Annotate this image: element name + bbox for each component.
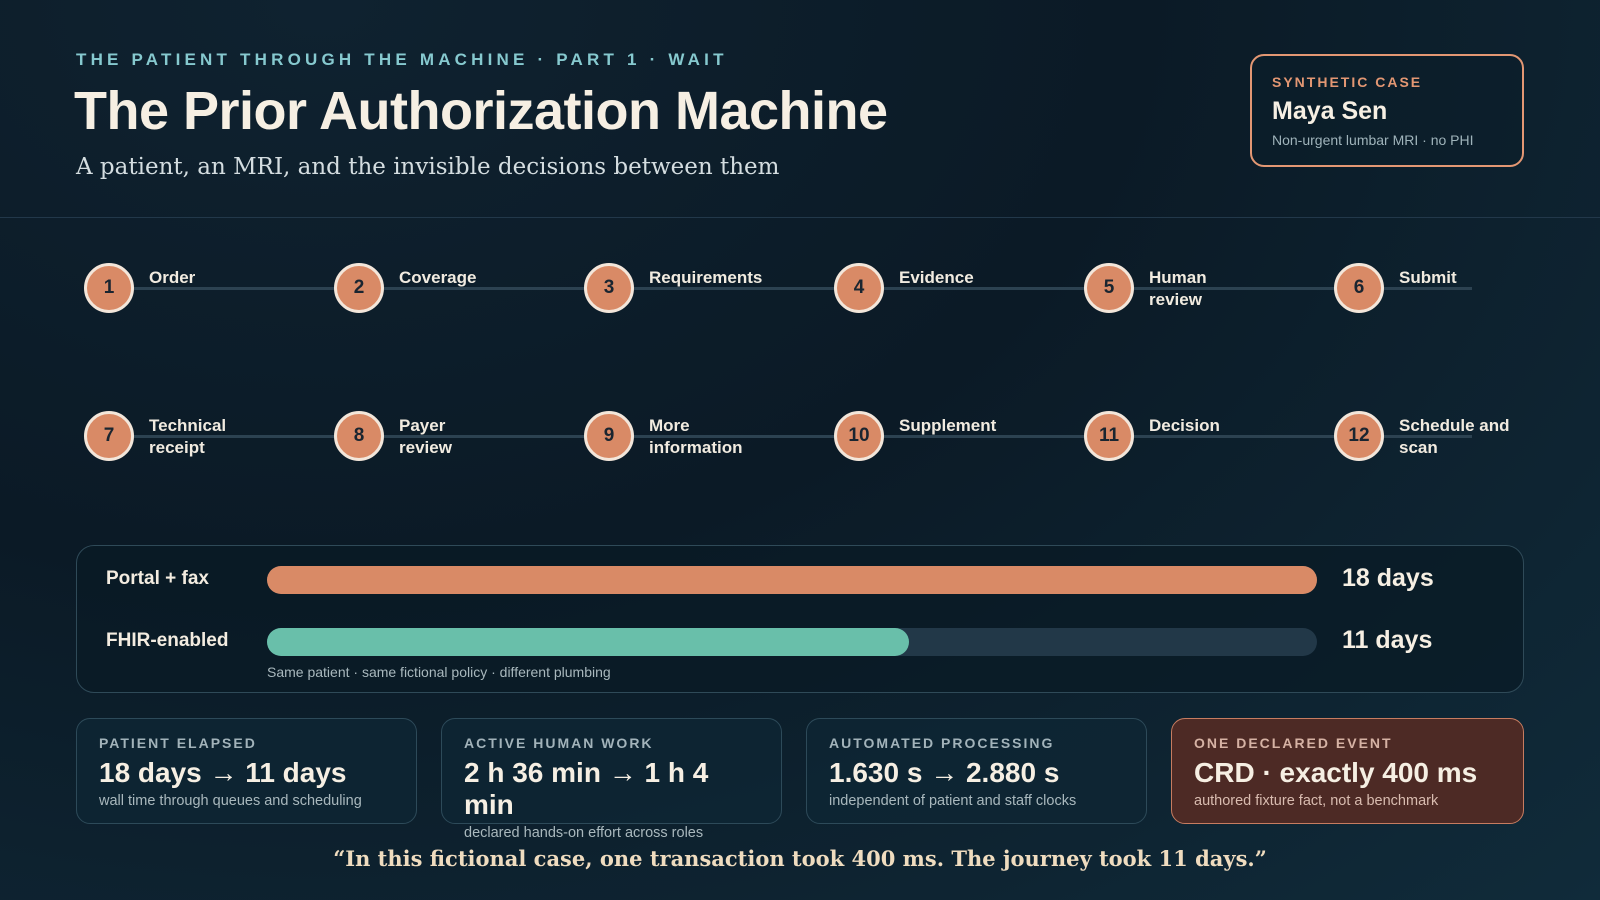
step-more-information: 9 More information [584,411,824,491]
metric-label: ACTIVE HUMAN WORK [464,735,654,751]
metric-card-patient-elapsed: PATIENT ELAPSED 18 days → 11 days wall t… [76,718,417,824]
step-order: 1 Order [84,263,324,343]
step-supplement: 10 Supplement [834,411,1074,491]
step-number: 12 [1334,411,1384,461]
metric-description: wall time through queues and scheduling [99,793,362,809]
metric-label: ONE DECLARED EVENT [1194,735,1393,751]
metric-card-declared-event: ONE DECLARED EVENT CRD · exactly 400 ms … [1171,718,1524,824]
step-label: Human review [1149,268,1207,309]
step-label: Requirements [649,268,763,287]
step-number: 8 [334,411,384,461]
step-label: Submit [1399,268,1457,287]
bar-label-fhir-enabled: FHIR-enabled [106,630,229,651]
steps-row-1: 1 Order 2 Coverage 3 Requirements 4 Evid… [0,263,1600,343]
step-label: Schedule and scan [1399,416,1510,457]
step-label: Evidence [899,268,974,287]
metric-label: PATIENT ELAPSED [99,735,257,751]
step-requirements: 3 Requirements [584,263,824,343]
bar-track-fhir-enabled [267,628,1317,656]
metric-value: CRD · exactly 400 ms [1194,757,1478,788]
step-label: Technical receipt [149,416,227,457]
step-label: Coverage [399,268,477,287]
step-label: Supplement [899,416,997,435]
step-number: 1 [84,263,134,313]
closing-quote: “In this fictional case, one transaction… [333,846,1267,871]
step-decision: 11 Decision [1084,411,1324,491]
step-number: 2 [334,263,384,313]
step-label: Payer review [399,416,452,457]
case-card-label: SYNTHETIC CASE [1272,74,1423,90]
step-evidence: 4 Evidence [834,263,1074,343]
case-card-description: Non-urgent lumbar MRI · no PHI [1272,132,1474,148]
step-number: 3 [584,263,634,313]
steps-track-1 [110,287,1472,290]
bar-track-portal-fax [267,566,1317,594]
step-number: 9 [584,411,634,461]
step-number: 7 [84,411,134,461]
metric-label: AUTOMATED PROCESSING [829,735,1055,751]
case-card: SYNTHETIC CASE Maya Sen Non-urgent lumba… [1250,54,1524,167]
metric-description: independent of patient and staff clocks [829,793,1077,809]
chart-note: Same patient · same fictional policy · d… [267,664,611,680]
step-number: 5 [1084,263,1134,313]
journey-comparison-chart: Portal + fax 18 days FHIR-enabled 11 day… [76,545,1524,693]
metric-description: authored fixture fact, not a benchmark [1194,793,1439,809]
metric-value: 18 days → 11 days [99,757,347,788]
step-number: 4 [834,263,884,313]
step-coverage: 2 Coverage [334,263,574,343]
metric-card-automated-processing: AUTOMATED PROCESSING 1.630 s → 2.880 s i… [806,718,1147,824]
metric-card-active-human-work: ACTIVE HUMAN WORK 2 h 36 min → 1 h 4 min… [441,718,782,841]
step-label: More information [649,416,743,457]
step-label: Decision [1149,416,1220,435]
bar-value-fhir-enabled: 11 days [1342,626,1433,654]
metric-value: 1.630 s → 2.880 s [829,757,1060,788]
steps-track-2 [110,435,1472,438]
step-payer-review: 8 Payer review [334,411,574,491]
steps-row-2: 7 Technical receipt 8 Payer review 9 Mor… [0,411,1600,491]
case-card-name: Maya Sen [1272,97,1388,125]
step-number: 11 [1084,411,1134,461]
step-number: 6 [1334,263,1384,313]
metric-value: 2 h 36 min → 1 h 4 min [464,757,709,820]
step-label: Order [149,268,196,287]
step-schedule-and-scan: 12 Schedule and scan [1334,411,1574,491]
bar-label-portal-fax: Portal + fax [106,568,209,589]
page-subtitle: A patient, an MRI, and the invisible dec… [76,154,780,180]
page-title: The Prior Authorization Machine [74,81,888,141]
bar-portal-fax [267,566,1317,594]
step-technical-receipt: 7 Technical receipt [84,411,324,491]
bar-value-portal-fax: 18 days [1342,564,1434,592]
step-submit: 6 Submit [1334,263,1574,343]
step-number: 10 [834,411,884,461]
metric-description: declared hands-on effort across roles [464,825,704,841]
header-divider [0,217,1600,218]
bar-fhir-enabled [267,628,909,656]
kicker: THE PATIENT THROUGH THE MACHINE · PART 1… [76,50,728,69]
step-human-review: 5 Human review [1084,263,1324,343]
